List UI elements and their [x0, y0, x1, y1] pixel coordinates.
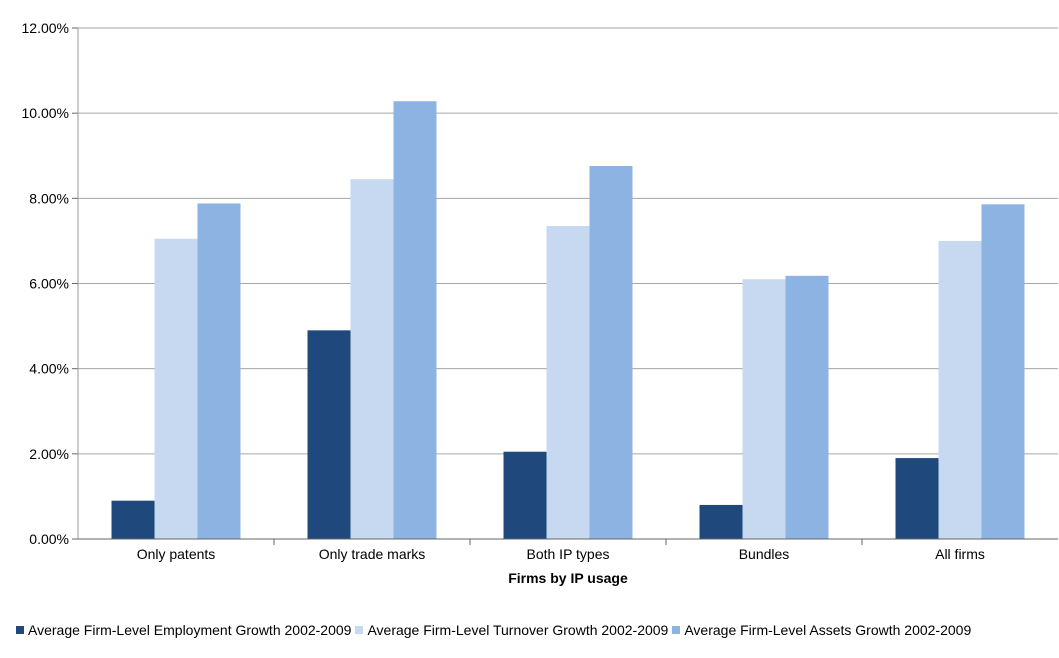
bar: [154, 238, 198, 539]
bar: [393, 101, 437, 539]
bar: [350, 179, 394, 539]
legend-item: Average Firm-Level Turnover Growth 2002-…: [355, 622, 668, 638]
x-tick-label: All firms: [935, 546, 985, 562]
bar: [938, 240, 982, 539]
bar: [197, 203, 241, 539]
y-tick-label: 0.00%: [29, 531, 69, 547]
x-axis-categories: Only patents Only trade marks Both IP type…: [137, 539, 985, 562]
bar: [307, 330, 351, 539]
bar: [546, 226, 590, 539]
x-tick-label: Both IP types: [526, 546, 609, 562]
legend-swatch: [355, 626, 364, 634]
legend-item: Average Firm-Level Employment Growth 200…: [16, 622, 351, 638]
y-tick-label: 4.00%: [29, 361, 69, 377]
x-tick-label: Only trade marks: [319, 546, 426, 562]
y-tick-label: 8.00%: [29, 190, 69, 206]
y-tick-label: 12.00%: [22, 20, 69, 36]
x-tick-label: Only patents: [137, 546, 216, 562]
y-axis-ticks: 0.00% 2.00% 4.00% 6.00% 8.00% 10.00% 12.00%: [22, 20, 69, 547]
y-tick-label: 2.00%: [29, 446, 69, 462]
legend: Average Firm-Level Employment Growth 200…: [16, 622, 975, 638]
bar: [742, 279, 786, 539]
legend-label: Average Firm-Level Employment Growth 200…: [28, 622, 352, 638]
bar: [589, 165, 633, 539]
legend-label: Average Firm-Level Assets Growth 2002-20…: [684, 622, 972, 638]
legend-item: Average Firm-Level Assets Growth 2002-20…: [672, 622, 971, 638]
x-axis-title: Firms by IP usage: [508, 570, 628, 586]
bar: [895, 458, 939, 539]
bar: [785, 275, 829, 539]
bar: [981, 204, 1025, 540]
bars: [111, 101, 1025, 540]
bar: [503, 451, 547, 539]
x-tick-label: Bundles: [739, 546, 790, 562]
y-tick-label: 6.00%: [29, 276, 69, 292]
bar: [699, 504, 743, 539]
legend-label: Average Firm-Level Turnover Growth 2002-…: [367, 622, 669, 638]
legend-swatch: [672, 626, 681, 634]
legend-swatch: [16, 626, 24, 634]
y-tick-label: 10.00%: [22, 105, 69, 121]
bar: [111, 500, 155, 539]
